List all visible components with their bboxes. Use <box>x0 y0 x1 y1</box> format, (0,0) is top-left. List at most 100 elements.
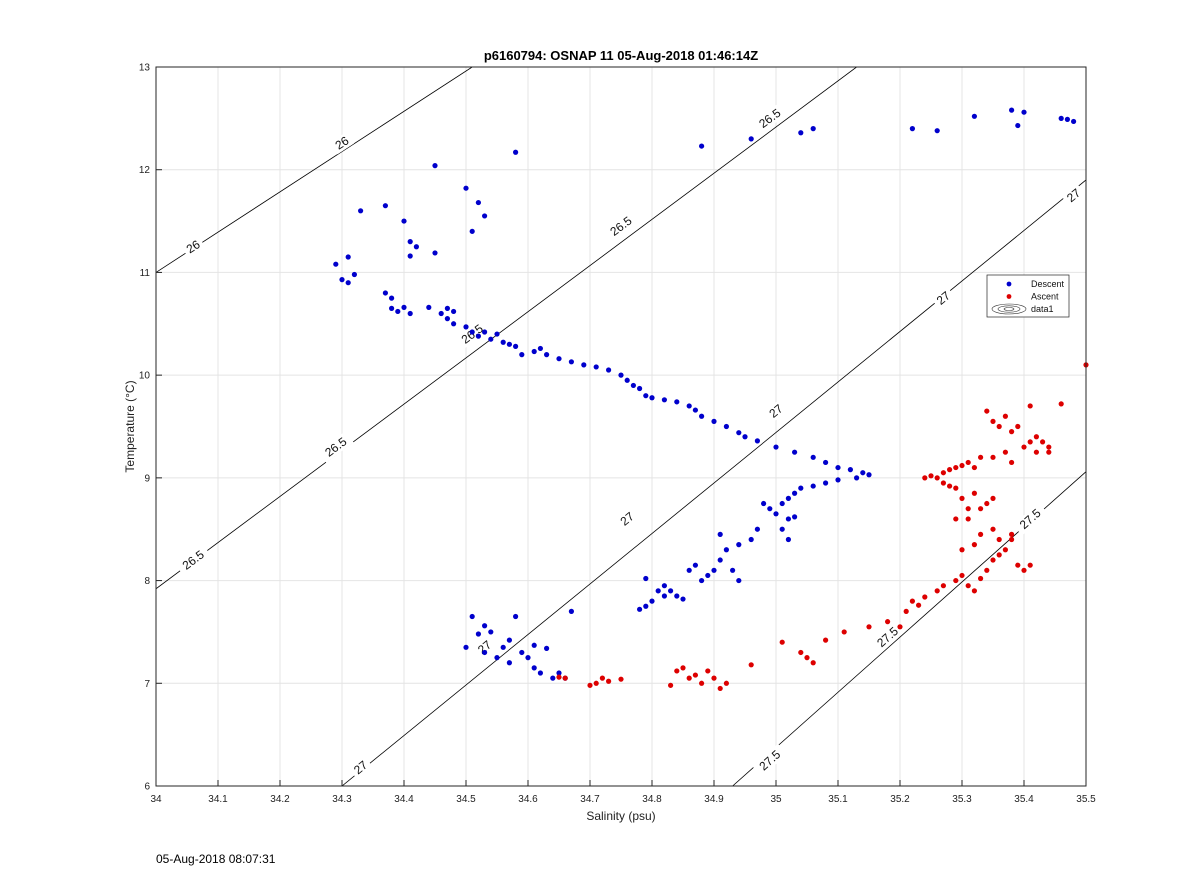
contour-label-27: 27 <box>348 755 373 780</box>
descent-point <box>556 356 562 362</box>
ascent-point <box>866 624 872 630</box>
descent-point <box>345 280 351 286</box>
descent-point <box>742 434 748 440</box>
ascent-point <box>903 608 909 614</box>
descent-point <box>401 218 407 224</box>
ascent-point <box>978 506 984 512</box>
descent-point <box>488 629 494 635</box>
ascent-point <box>971 490 978 496</box>
descent-point <box>513 149 519 155</box>
ascent-point <box>978 531 984 537</box>
ascent-point <box>705 668 711 674</box>
descent-point <box>469 613 475 620</box>
ascent-point <box>953 464 959 471</box>
ascent-point <box>1027 439 1033 445</box>
descent-point <box>482 623 488 629</box>
contour-line-26 <box>156 67 473 273</box>
x-tick-label: 35.1 <box>828 794 848 805</box>
ascent-point <box>909 598 916 604</box>
x-tick-label: 34.5 <box>456 794 476 805</box>
ascent-point <box>1033 449 1039 455</box>
descent-point <box>531 642 537 648</box>
descent-point <box>475 333 481 339</box>
ascent-point <box>984 567 990 573</box>
x-tick-label: 35.2 <box>890 794 910 805</box>
descent-point <box>643 603 649 609</box>
ascent-point <box>947 483 953 489</box>
y-tick-label: 6 <box>144 782 150 793</box>
contour-label-27: 27 <box>763 399 789 423</box>
ascent-point <box>940 470 947 476</box>
descent-point <box>506 660 512 666</box>
descent-point <box>426 304 432 310</box>
descent-point <box>649 598 655 604</box>
descent-point <box>810 126 816 132</box>
descent-point <box>630 382 637 389</box>
descent-point <box>711 567 717 573</box>
x-tick-label: 35.4 <box>1014 794 1034 805</box>
descent-point <box>500 339 506 345</box>
legend-entry-label: Descent <box>1031 279 1065 289</box>
x-tick-label: 34.4 <box>394 794 414 805</box>
ascent-point <box>1027 403 1033 409</box>
descent-point <box>723 547 730 553</box>
axis-ticks: 34 34.1 34.2 34.3 34.4 34.5 34.6 34.7 34.8 34.9 35… <box>139 63 1096 806</box>
ascent-point <box>711 675 717 681</box>
legend-ascent-marker <box>1006 294 1012 299</box>
legend-box <box>986 274 1070 318</box>
descent-point <box>680 596 686 602</box>
ascent-point <box>1027 562 1033 568</box>
ascent-point <box>953 577 959 584</box>
descent-point <box>798 130 804 136</box>
ascent-point <box>1046 449 1052 455</box>
descent-point <box>736 542 742 548</box>
descent-point <box>792 449 798 455</box>
plot-area <box>156 67 1086 786</box>
ascent-point <box>618 676 624 682</box>
x-tick-label: 34.3 <box>332 794 352 805</box>
descent-point <box>785 495 792 501</box>
descent-point <box>351 271 357 278</box>
ascent-point <box>1002 449 1009 455</box>
descent-point <box>451 321 457 327</box>
descent-point <box>438 310 444 317</box>
descent-point <box>568 608 575 614</box>
descent-point <box>847 467 854 473</box>
descent-point <box>637 385 643 392</box>
ascent-point <box>1021 444 1027 450</box>
x-tick-label: 35.5 <box>1076 794 1096 805</box>
descent-point <box>835 464 841 471</box>
descent-point <box>686 567 692 573</box>
density-contour-labels: 262626.526.526.526.526.527272727272727.5… <box>175 102 1086 780</box>
ascent-point <box>916 602 922 608</box>
descent-point <box>649 395 655 401</box>
ascent-point <box>922 594 928 600</box>
descent-point <box>717 531 723 537</box>
ascent-point <box>934 475 940 481</box>
density-contours <box>156 67 1086 786</box>
ascent-point <box>971 588 978 594</box>
descent-point <box>519 352 525 358</box>
descent-point <box>810 454 816 460</box>
descent-point <box>432 163 438 169</box>
descent-point <box>531 665 537 671</box>
ascent-point <box>804 655 810 661</box>
descent-point <box>593 364 599 370</box>
ascent-point <box>1021 567 1027 573</box>
contour-label-26: 26 <box>329 131 355 155</box>
ascent-point <box>971 464 978 471</box>
ascent-point <box>556 674 562 680</box>
ascent-point <box>996 536 1002 543</box>
descent-point <box>537 670 544 676</box>
descent-point <box>705 572 711 579</box>
ascent-point <box>723 680 730 686</box>
ascent-point <box>1009 459 1015 466</box>
y-tick-label: 11 <box>140 268 151 279</box>
descent-point <box>860 470 866 476</box>
descent-point <box>482 213 488 219</box>
ascent-point <box>1015 423 1021 430</box>
descent-point <box>643 393 649 399</box>
descent-point <box>624 377 630 383</box>
descent-point <box>513 343 519 349</box>
